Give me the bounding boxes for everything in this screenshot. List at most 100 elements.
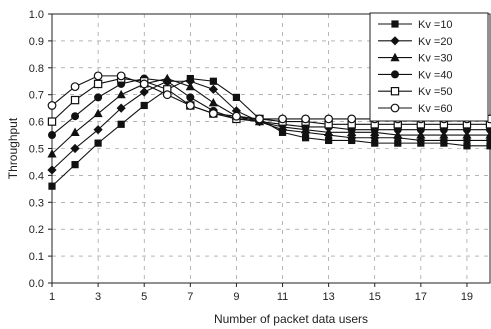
data-point (463, 142, 471, 150)
data-point (47, 101, 57, 110)
legend-label: Kv =60 (418, 103, 453, 115)
legend-label: Kv =50 (418, 86, 453, 98)
y-tick-label: 0.9 (29, 36, 44, 48)
data-point (255, 114, 264, 124)
data-point (439, 130, 449, 139)
data-point (116, 89, 126, 99)
y-axis-title: Throughput (6, 117, 20, 179)
legend-marker (390, 103, 400, 113)
data-point (93, 79, 103, 89)
data-point (70, 95, 80, 105)
data-point (70, 82, 80, 92)
data-point (232, 93, 241, 101)
data-point (278, 114, 287, 124)
legend-item: Kv =20 (378, 36, 453, 48)
y-tick-label: 0.7 (29, 90, 44, 102)
y-tick-label: 0.3 (29, 197, 44, 209)
data-point (208, 84, 218, 94)
x-tick-label: 13 (323, 291, 335, 303)
data-point (162, 90, 172, 100)
data-point (324, 127, 334, 136)
x-tick-label: 19 (461, 291, 473, 303)
y-tick-label: 0.6 (29, 117, 44, 129)
data-point (70, 143, 80, 154)
data-point (94, 139, 102, 147)
y-axis-ticks: 0.0 0.1 0.2 0.3 0.4 0.5 0.6 0.7 0.8 0.9 1.0 (29, 9, 52, 290)
data-point (116, 103, 126, 113)
data-point (232, 111, 241, 121)
y-tick-label: 0.5 (29, 144, 44, 156)
data-point (416, 130, 426, 139)
data-point (94, 93, 103, 102)
x-tick-label: 17 (415, 291, 427, 303)
x-tick-label: 7 (187, 291, 193, 303)
data-point (116, 71, 126, 81)
data-point (93, 125, 103, 135)
x-axis-ticks: 1 3 5 7 9 11 13 15 17 19 (49, 283, 473, 303)
legend-marker (390, 36, 400, 46)
legend-box (369, 12, 489, 122)
legend-label: Kv =30 (418, 53, 453, 65)
data-point (93, 108, 103, 118)
data-point (370, 133, 380, 143)
data-point (371, 139, 379, 147)
data-point (185, 101, 195, 110)
data-point (394, 139, 402, 147)
data-point (163, 77, 172, 86)
y-tick-label: 1.0 (29, 9, 44, 21)
legend-item: Kv =40 (378, 69, 453, 81)
x-axis-title: Number of packet data users (214, 312, 368, 326)
data-point (185, 81, 195, 91)
data-point (324, 114, 334, 124)
y-tick-label: 0.4 (29, 170, 44, 182)
y-tick-label: 0.8 (29, 63, 44, 75)
x-tick-label: 5 (141, 291, 147, 303)
legend-item: Kv =10 (378, 19, 453, 31)
series-line (51, 77, 490, 155)
data-point (47, 149, 57, 158)
data-point (486, 142, 491, 150)
data-point (117, 120, 125, 128)
data-point (462, 130, 472, 139)
legend-marker (390, 86, 400, 96)
legend-label: Kv =20 (418, 36, 453, 48)
data-point (70, 127, 80, 136)
data-point (347, 114, 357, 124)
y-tick-label: 0.2 (29, 224, 44, 236)
series-layer (47, 71, 491, 190)
legend-item: Kv =30 (378, 53, 453, 65)
data-point (301, 134, 310, 142)
legend: Kv =10 Kv =20 Kv =30 Kv =40 Kv =50 Kv =60 (369, 12, 489, 122)
data-point (71, 112, 80, 121)
data-point (140, 101, 148, 110)
legend-marker (391, 20, 399, 28)
legend-label: Kv =40 (418, 69, 453, 81)
legend-marker (391, 70, 399, 79)
data-point (139, 87, 149, 97)
data-point (325, 136, 333, 145)
y-tick-label: 0.1 (29, 251, 44, 263)
data-point (393, 130, 403, 139)
x-tick-label: 3 (95, 291, 101, 303)
x-tick-label: 1 (49, 291, 55, 303)
data-point (48, 182, 56, 190)
data-point (186, 93, 195, 102)
data-point (185, 76, 195, 86)
data-point (139, 79, 149, 89)
data-point (93, 71, 103, 81)
legend-item: Kv =60 (378, 103, 453, 115)
data-point (439, 135, 449, 146)
legend-marker (390, 52, 400, 62)
data-point (208, 97, 218, 107)
data-point (47, 117, 57, 126)
data-point (48, 131, 56, 140)
data-point (71, 161, 79, 169)
data-point (208, 109, 218, 118)
x-tick-label: 11 (277, 291, 288, 303)
x-tick-label: 9 (233, 291, 239, 303)
data-point (209, 77, 217, 85)
data-point (301, 114, 310, 124)
legend-item: Kv =50 (378, 86, 453, 98)
data-point (47, 165, 57, 175)
